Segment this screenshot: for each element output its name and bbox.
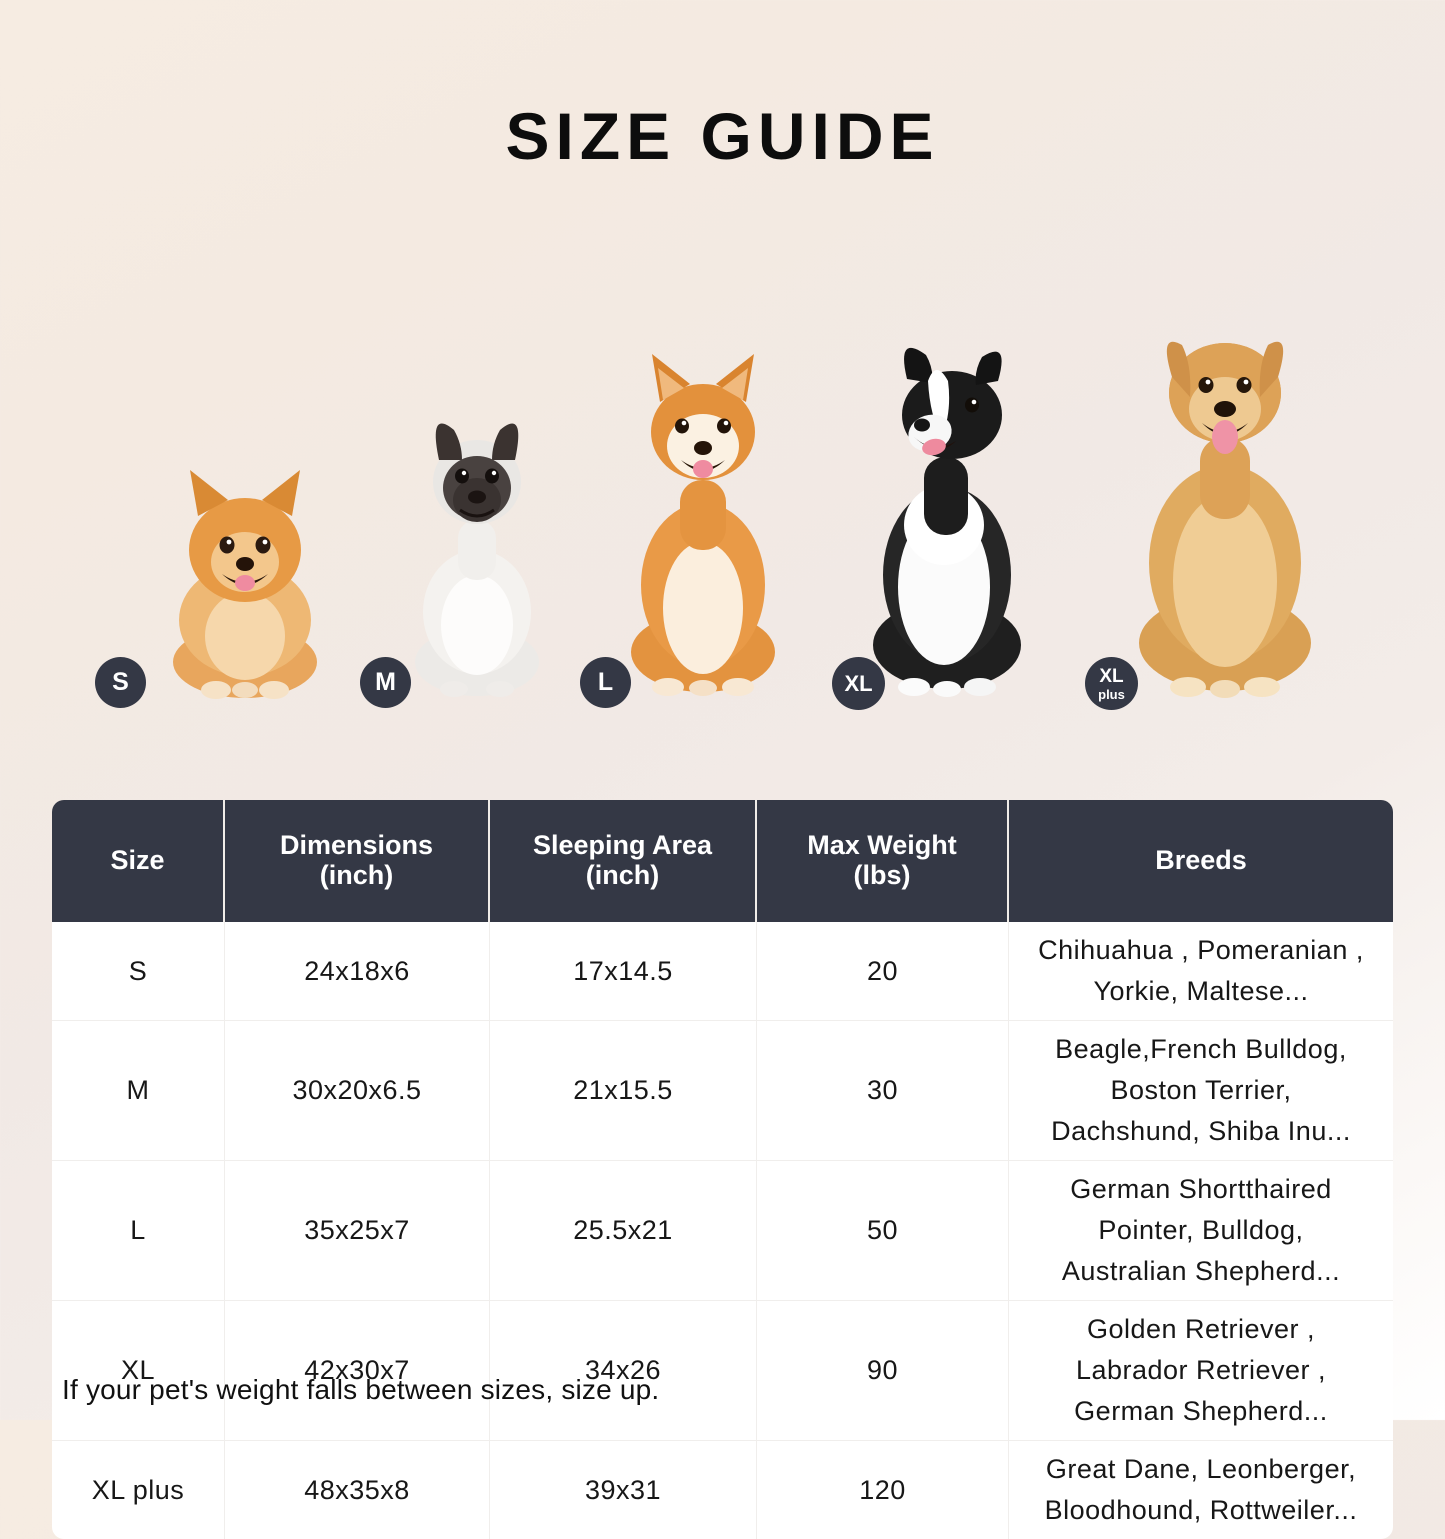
cell-dimensions: 30x20x6.5 xyxy=(225,1021,490,1162)
column-header-size: Size xyxy=(52,800,225,922)
size-badge-m: M xyxy=(360,657,411,708)
size-badge-xl-plus-sub: plus xyxy=(1098,686,1125,702)
dog-figure-l: L xyxy=(580,340,798,708)
size-badge-xl-plus-label: XL xyxy=(1099,665,1124,687)
cell-sleeping-area: 34x26 xyxy=(490,1301,757,1442)
cell-breeds: Golden Retriever , Labrador Retriever , … xyxy=(1009,1301,1393,1442)
size-badge-l: L xyxy=(580,657,631,708)
table-row: L 35x25x7 25.5x21 50 German Shortthaired… xyxy=(52,1161,1393,1302)
cell-max-weight: 50 xyxy=(757,1161,1009,1302)
border-collie-illustration xyxy=(873,347,1021,697)
cell-dimensions: 42x30x7 xyxy=(225,1301,490,1442)
column-header-size-line1: Size xyxy=(110,844,165,875)
size-badge-s-label: S xyxy=(112,668,129,696)
size-badge-xl-plus: XL plus xyxy=(1085,657,1138,710)
cell-size: XL plus xyxy=(52,1441,225,1539)
golden-retriever-illustration xyxy=(1139,341,1311,698)
table-row: XL 42x30x7 34x26 90 Golden Retriever , L… xyxy=(52,1301,1393,1442)
table-row: XL plus 48x35x8 39x31 120 Great Dane, Le… xyxy=(52,1441,1393,1539)
table-row: S 24x18x6 17x14.5 20 Chihuahua , Pomeran… xyxy=(52,922,1393,1022)
cell-dimensions: 24x18x6 xyxy=(225,922,490,1022)
dog-figure-m: M xyxy=(360,400,562,708)
column-header-sleeping-area-line2: (inch) xyxy=(585,860,660,890)
page-title: SIZE GUIDE xyxy=(505,99,940,173)
column-header-breeds-line1: Breeds xyxy=(1155,844,1247,875)
cell-dimensions: 48x35x8 xyxy=(225,1441,490,1539)
sizing-advice-note: If your pet's weight falls between sizes… xyxy=(62,1374,660,1405)
shiba-inu-illustration xyxy=(631,354,775,696)
column-header-sleeping-area-line1: Sleeping Area xyxy=(532,829,713,860)
column-header-sleeping-area: Sleeping Area (inch) xyxy=(490,800,757,922)
cell-breeds: Beagle,French Bulldog, Boston Terrier, D… xyxy=(1009,1021,1393,1162)
cell-max-weight: 20 xyxy=(757,922,1009,1022)
column-header-dimensions: Dimensions (inch) xyxy=(225,800,490,922)
cell-max-weight: 30 xyxy=(757,1021,1009,1162)
dog-figure-s: S xyxy=(95,450,340,708)
size-chart-table: Size Dimensions (inch) Sleeping Area (in… xyxy=(52,800,1393,1539)
table-row: M 30x20x6.5 21x15.5 30 Beagle,French Bul… xyxy=(52,1021,1393,1162)
column-header-dimensions-line1: Dimensions xyxy=(279,829,434,860)
table-header-row: Size Dimensions (inch) Sleeping Area (in… xyxy=(52,800,1393,922)
cell-sleeping-area: 25.5x21 xyxy=(490,1161,757,1302)
cell-size: L xyxy=(52,1161,225,1302)
size-badge-xl: XL xyxy=(832,657,885,710)
column-header-breeds: Breeds xyxy=(1009,800,1393,922)
dog-figure-xl-plus: XL plus xyxy=(1085,305,1330,710)
pomeranian-illustration xyxy=(173,470,317,699)
size-badge-xl-label: XL xyxy=(844,670,873,696)
size-badge-l-label: L xyxy=(597,668,614,696)
cell-size: S xyxy=(52,922,225,1022)
dog-size-illustration-row: S M xyxy=(0,290,1445,710)
cell-sleeping-area: 21x15.5 xyxy=(490,1021,757,1162)
size-badge-s: S xyxy=(95,657,146,708)
french-bulldog-illustration xyxy=(415,423,539,697)
cell-breeds: Great Dane, Leonberger, Bloodhound, Rott… xyxy=(1009,1441,1393,1539)
cell-size: M xyxy=(52,1021,225,1162)
cell-max-weight: 90 xyxy=(757,1301,1009,1442)
cell-breeds: German Shortthaired Pointer, Bulldog, Au… xyxy=(1009,1161,1393,1302)
column-header-dimensions-line2: (inch) xyxy=(319,860,394,890)
column-header-max-weight-line1: Max Weight xyxy=(807,829,957,860)
dog-figure-xl: XL xyxy=(832,325,1042,710)
cell-max-weight: 120 xyxy=(757,1441,1009,1539)
cell-breeds: Chihuahua , Pomeranian , Yorkie, Maltese… xyxy=(1009,922,1393,1022)
column-header-max-weight-line2: (lbs) xyxy=(853,860,911,890)
cell-size: XL xyxy=(52,1301,225,1442)
size-badge-m-label: M xyxy=(375,668,396,696)
size-chart-table-container: Size Dimensions (inch) Sleeping Area (in… xyxy=(52,800,1393,1539)
cell-sleeping-area: 39x31 xyxy=(490,1441,757,1539)
column-header-max-weight: Max Weight (lbs) xyxy=(757,800,1009,922)
cell-dimensions: 35x25x7 xyxy=(225,1161,490,1302)
cell-sleeping-area: 17x14.5 xyxy=(490,922,757,1022)
